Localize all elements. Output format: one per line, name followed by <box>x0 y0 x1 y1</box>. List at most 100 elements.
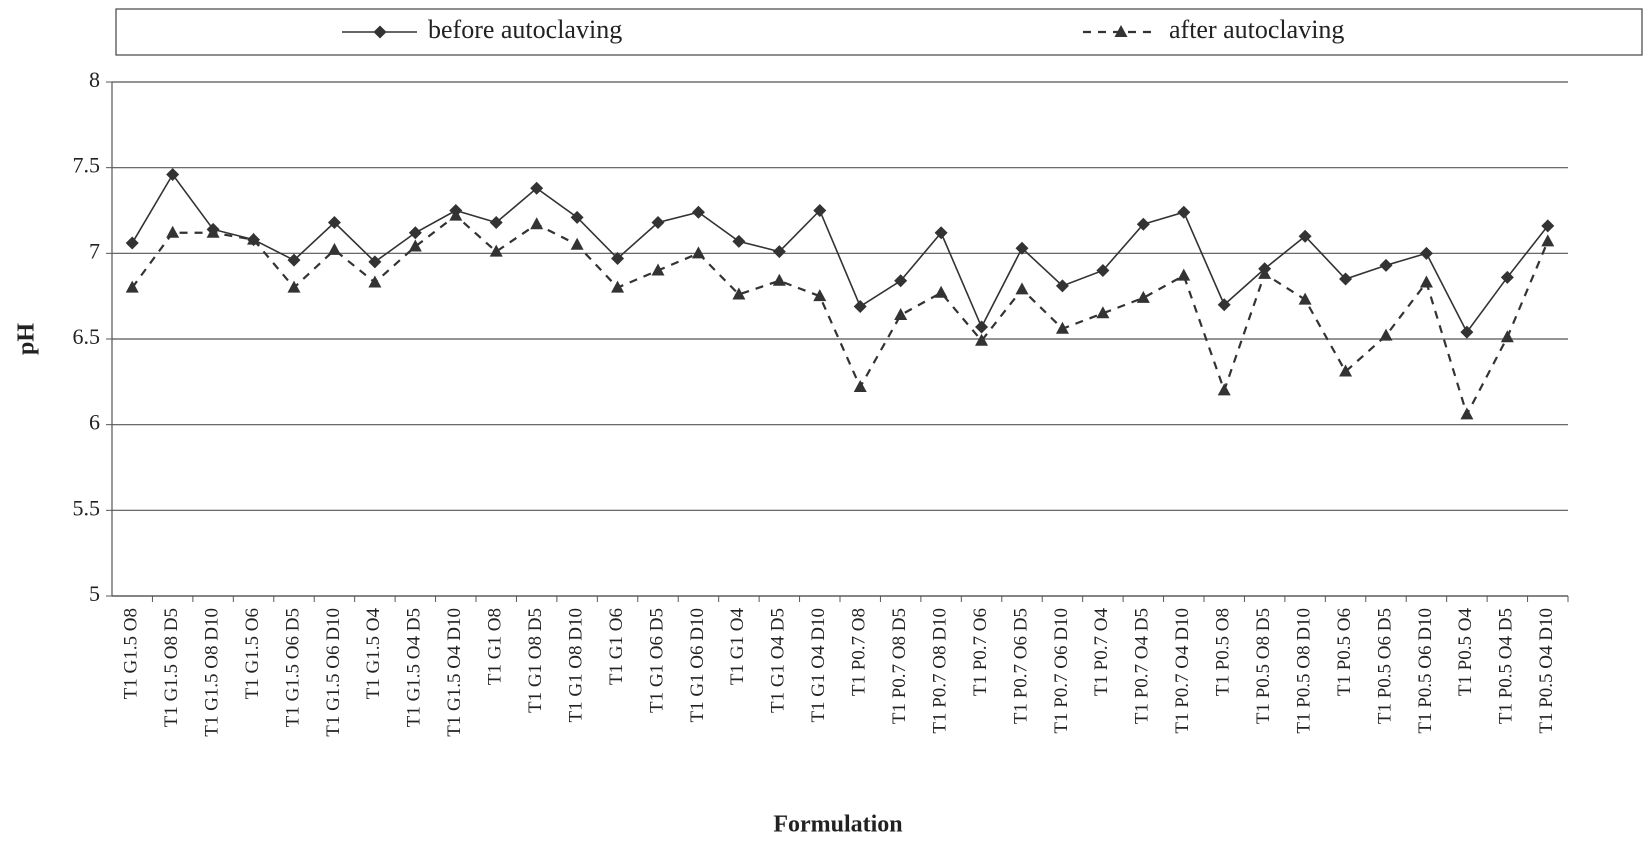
triangle-marker <box>327 242 341 255</box>
diamond-marker <box>368 255 382 269</box>
x-tick-label: T1 P0.7 O6 D10 <box>1051 608 1072 734</box>
diamond-marker <box>1379 258 1393 272</box>
series-line <box>131 214 1549 418</box>
diamond-marker <box>813 204 827 217</box>
diamond-marker <box>166 168 180 182</box>
triangle-marker <box>732 287 746 300</box>
triangle-marker <box>368 275 382 288</box>
x-tick-label: T1 P0.5 O8 D10 <box>1293 608 1314 734</box>
diamond-marker <box>975 320 989 334</box>
diamond-marker <box>489 215 503 229</box>
diamond-marker <box>1460 325 1474 339</box>
x-tick-label: T1 G1.5 O8 D5 <box>161 608 182 727</box>
triangle-marker <box>247 232 261 245</box>
x-tick-label: T1 P0.5 O8 <box>1213 608 1234 696</box>
triangle-marker <box>1541 234 1555 247</box>
y-tick-label: 7.5 <box>73 153 101 178</box>
triangle-marker <box>530 217 544 230</box>
triangle-marker <box>1419 275 1433 288</box>
triangle-marker <box>166 225 180 238</box>
x-tick-label: T1 G1 O6 D10 <box>687 608 708 723</box>
triangle-marker <box>691 246 705 259</box>
y-tick-label: 6.5 <box>73 324 101 349</box>
diamond-marker <box>1500 270 1514 284</box>
x-tick-label: T1 G1 O8 D5 <box>525 608 546 713</box>
x-tick-label: T1 P0.5 O8 D5 <box>1253 608 1274 724</box>
triangle-marker <box>813 289 827 302</box>
diamond-marker <box>1015 241 1029 255</box>
triangle-marker <box>853 379 867 392</box>
triangle-marker <box>1217 383 1231 396</box>
x-tick-label: T1 G1 O4 D5 <box>768 608 789 713</box>
legend-box <box>115 8 1643 56</box>
x-tick-label: T1 G1 O6 <box>606 608 627 685</box>
triangle-marker <box>1339 364 1353 377</box>
x-tick-label: T1 G1.5 O4 D5 <box>404 608 425 727</box>
triangle-marker <box>125 280 139 293</box>
x-tick-label: T1 P0.7 O8 <box>849 608 870 696</box>
x-tick-label: T1 P0.7 O6 D5 <box>1010 608 1031 724</box>
diamond-marker <box>1217 298 1231 312</box>
triangle-marker <box>1177 268 1191 281</box>
x-tick-label: T1 G1 O4 D10 <box>808 608 829 723</box>
x-tick-label: T1 G1.5 O8 <box>121 608 142 699</box>
x-tick-label: T1 P0.7 O8 D10 <box>929 608 950 734</box>
diamond-marker <box>1136 217 1150 231</box>
series-line <box>131 173 1549 334</box>
x-tick-label: T1 P0.5 O6 <box>1334 608 1355 696</box>
diamond-marker <box>287 253 301 267</box>
y-tick-label: 7 <box>89 238 100 263</box>
diamond-marker <box>1419 246 1433 260</box>
y-tick-label: 6 <box>89 410 100 435</box>
diamond-marker <box>530 181 544 195</box>
triangle-marker <box>449 208 463 221</box>
triangle-marker <box>975 333 989 346</box>
x-tick-label: T1 G1.5 O6 <box>242 608 263 699</box>
diamond-marker <box>651 215 665 229</box>
diamond-marker <box>1055 279 1069 293</box>
triangle-marker <box>611 280 625 293</box>
legend-marker <box>373 25 387 39</box>
triangle-marker <box>408 239 422 252</box>
triangle-marker <box>651 263 665 276</box>
triangle-marker <box>894 308 908 321</box>
triangle-marker <box>1136 290 1150 303</box>
x-tick-label: T1 G1.5 O6 D10 <box>323 608 344 737</box>
x-tick-label: T1 P0.5 O4 D5 <box>1496 608 1517 724</box>
triangle-marker <box>1500 330 1514 343</box>
diamond-marker <box>691 205 705 219</box>
x-tick-label: T1 G1 O8 D10 <box>565 608 586 723</box>
x-tick-label: T1 P0.7 O4 D5 <box>1132 608 1153 724</box>
x-tick-label: T1 P0.5 O6 D5 <box>1374 608 1395 724</box>
legend-marker <box>1114 25 1128 37</box>
y-tick-label: 5 <box>89 581 100 606</box>
diamond-marker <box>894 274 908 288</box>
triangle-marker <box>1298 292 1312 305</box>
diamond-marker <box>570 210 584 224</box>
triangle-marker <box>772 273 786 286</box>
x-tick-label: T1 G1.5 O8 D10 <box>201 608 222 737</box>
x-tick-label: T1 G1 O6 D5 <box>646 608 667 713</box>
diamond-marker <box>772 245 786 259</box>
diamond-marker <box>1177 205 1191 219</box>
x-tick-label: T1 P0.5 O6 D10 <box>1415 608 1436 734</box>
diamond-marker <box>408 226 422 240</box>
diamond-marker <box>1298 229 1312 243</box>
x-tick-label: T1 P0.7 O4 <box>1091 608 1112 697</box>
y-tick-label: 8 <box>89 67 100 92</box>
diamond-marker <box>1096 263 1110 277</box>
triangle-marker <box>570 237 584 250</box>
diamond-marker <box>853 299 867 313</box>
triangle-marker <box>206 225 220 238</box>
triangle-marker <box>1015 282 1029 295</box>
x-tick-label: T1 G1 O4 <box>727 608 748 686</box>
diamond-marker <box>611 251 625 265</box>
x-tick-label: T1 P0.5 O4 D10 <box>1536 608 1557 734</box>
x-tick-label: T1 P0.7 O4 D10 <box>1172 608 1193 734</box>
y-axis-label: pH <box>14 323 40 355</box>
diamond-marker <box>125 236 139 250</box>
diamond-marker <box>732 234 746 248</box>
x-tick-label: T1 G1.5 O6 D5 <box>282 608 303 727</box>
legend-label: after autoclaving <box>1169 15 1344 44</box>
